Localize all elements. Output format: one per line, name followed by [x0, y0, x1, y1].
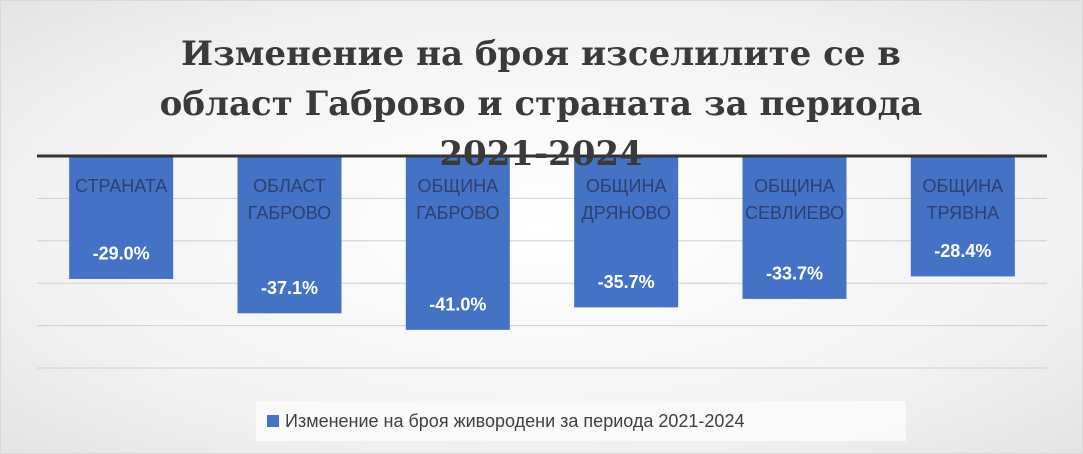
legend-swatch — [267, 415, 279, 427]
data-label: -37.1% — [261, 278, 318, 298]
legend-label: Изменение на броя живородени за периода … — [285, 411, 744, 431]
bar — [405, 156, 510, 330]
data-label: -29.0% — [93, 244, 150, 264]
legend-box — [256, 401, 906, 441]
category-label: ОБЩИНА ДРЯНОВО — [582, 176, 671, 223]
data-label: -28.4% — [934, 241, 991, 261]
category-label: ОБЛАСТ ГАБРОВО — [248, 176, 331, 223]
bar — [69, 156, 174, 279]
category-label: СТРАНАТА — [75, 176, 167, 196]
chart-title: Изменение на броя изселилите се в област… — [159, 34, 923, 174]
bar — [574, 156, 679, 308]
category-label: ОБЩИНА ТРЯВНА — [923, 176, 1004, 223]
data-label: -33.7% — [766, 264, 823, 284]
data-label: -35.7% — [598, 272, 655, 292]
bar — [237, 156, 342, 314]
category-label: ОБЩИНА СЕВЛИЕВО — [745, 176, 844, 223]
bar — [910, 156, 1015, 277]
bar — [742, 156, 847, 299]
data-label: -41.0% — [429, 295, 486, 315]
category-label: ОБЩИНА ГАБРОВО — [416, 176, 499, 223]
